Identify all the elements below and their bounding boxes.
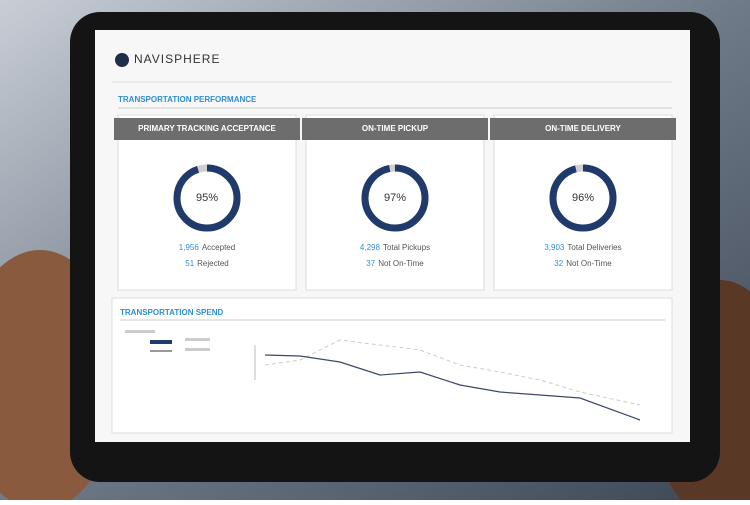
legend-line (185, 338, 210, 341)
count-value: 1,956 (179, 243, 200, 252)
sub-label: Rejected (197, 259, 229, 268)
card-title: PRIMARY TRACKING ACCEPTANCE (138, 124, 276, 133)
legend-line (150, 340, 172, 344)
card-header (302, 118, 488, 140)
sub-label: Not On-Time (378, 259, 424, 268)
chart-line-target (264, 339, 641, 406)
logo-icon (115, 53, 129, 67)
donut-label: 97% (384, 192, 406, 204)
donut-arc (549, 164, 617, 232)
donut-arc (361, 164, 429, 232)
count-line: 1,956 Accepted (179, 243, 235, 252)
donut-label: 95% (196, 192, 218, 204)
count-line: 4,298 Total Pickups (360, 243, 430, 252)
cards: PRIMARY TRACKING ACCEPTANCE 95% 1,956 Accep… (114, 114, 676, 291)
sub-value: 32 (554, 259, 563, 268)
card-title: ON-TIME PICKUP (362, 124, 429, 133)
count-label: Total Deliveries (567, 243, 621, 252)
count-label: Total Pickups (383, 243, 430, 252)
sub-value: 51 (185, 259, 194, 268)
legend-line (150, 350, 172, 352)
legend-line (125, 330, 155, 333)
chart-line-actual (264, 354, 641, 421)
card-header (490, 118, 676, 140)
logo-text: NAVISPHERE (134, 52, 220, 66)
spend-title: TRANSPORTATION SPEND (120, 308, 223, 317)
card (305, 114, 485, 291)
spend-legend (125, 330, 210, 352)
count-value: 4,298 (360, 243, 381, 252)
section-title: TRANSPORTATION PERFORMANCE (118, 95, 257, 104)
card-header (114, 118, 300, 140)
count-label: Accepted (202, 243, 235, 252)
spend-panel (111, 297, 673, 434)
card-title: ON-TIME DELIVERY (545, 124, 621, 133)
sub-label: Not On-Time (566, 259, 612, 268)
count-value: 3,903 (544, 243, 565, 252)
legend-line (185, 348, 210, 351)
sub-line: 32 Not On-Time (554, 259, 612, 268)
card (493, 114, 673, 291)
donut-arc (173, 164, 241, 232)
count-line: 3,903 Total Deliveries (544, 243, 621, 252)
donut-label: 96% (572, 192, 594, 204)
sub-line: 37 Not On-Time (366, 259, 424, 268)
sub-value: 37 (366, 259, 375, 268)
card (117, 114, 297, 291)
sub-line: 51 Rejected (185, 259, 228, 268)
